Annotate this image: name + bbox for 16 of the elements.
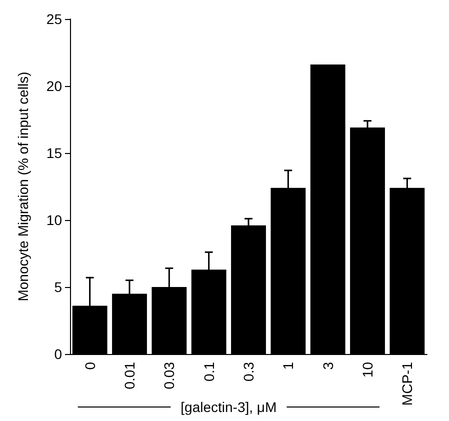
x-tick-label: 0.1 [200,362,217,382]
y-tick-label: 15 [46,145,62,161]
y-tick-label: 10 [46,212,62,228]
y-tick-label: 5 [54,279,62,295]
x-tick-label: MCP-1 [399,362,416,406]
x-tick-label: 0.03 [161,362,178,390]
x-tick-label: 1 [280,362,296,370]
x-tick-label: 3 [320,362,336,370]
x-axis-title: [galectin-3], μM [180,399,277,415]
y-tick-label: 20 [46,78,62,94]
x-tick-label: 0.3 [240,362,256,382]
y-tick-label: 25 [46,11,62,27]
y-axis-title: Monocyte Migration (% of input cells) [15,72,31,302]
x-tick-label: 0 [82,362,98,370]
x-tick-label: 0.01 [122,362,138,390]
x-tick-label: 10 [360,362,376,378]
